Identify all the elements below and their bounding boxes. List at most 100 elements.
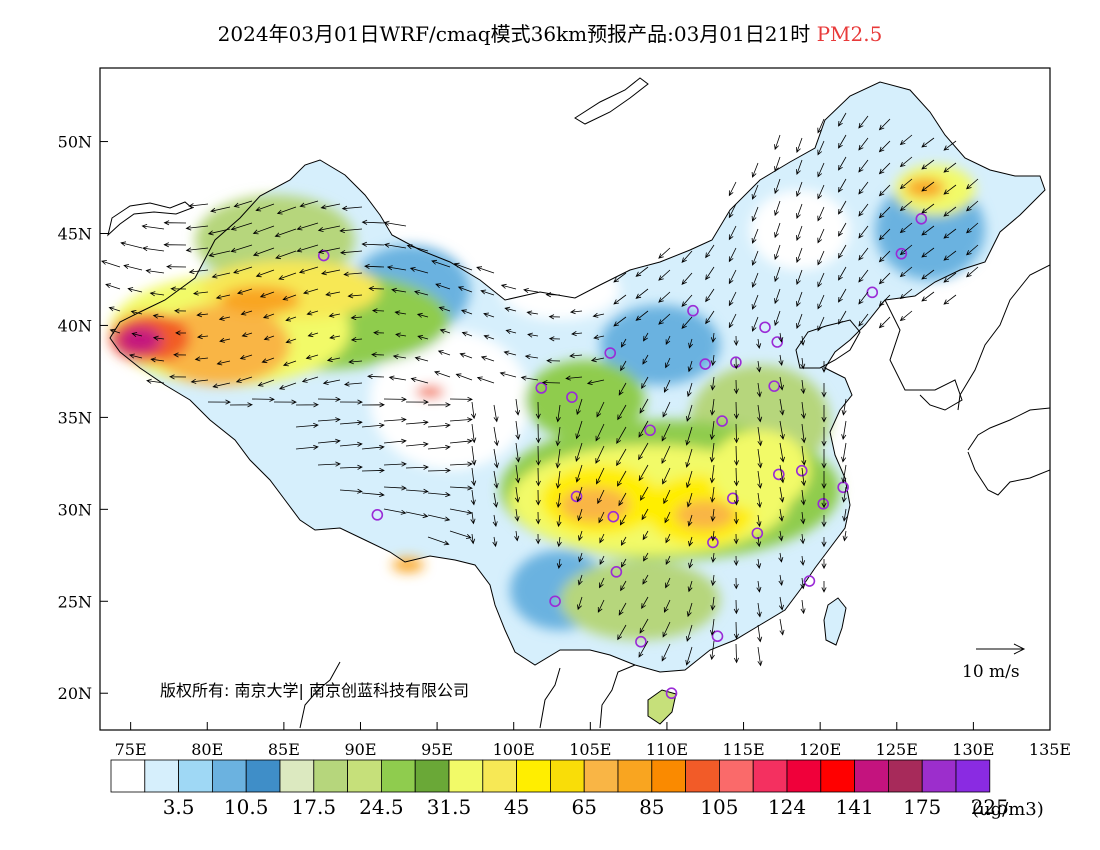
- wind-arrow: [471, 467, 477, 487]
- wind-arrow: [757, 448, 763, 469]
- wind-arrow: [252, 225, 275, 235]
- lat-tick-label: 35N: [58, 408, 92, 427]
- wind-arrow: [878, 140, 891, 153]
- wind-arrow: [383, 417, 407, 423]
- wind-arrow: [296, 244, 319, 253]
- wind-arrow: [639, 398, 649, 414]
- wind-arrow: [216, 360, 231, 366]
- wind-arrow: [317, 396, 341, 402]
- wind-arrow: [569, 353, 583, 359]
- wind-arrow: [524, 354, 539, 360]
- wind-arrow: [710, 354, 716, 367]
- wind-arrow: [658, 313, 671, 325]
- station-marker: [687, 304, 699, 317]
- wind-arrow: [796, 137, 803, 153]
- wind-arrow: [817, 250, 825, 266]
- wind-arrow: [642, 354, 649, 365]
- wind-arrow: [541, 380, 561, 386]
- map-area: 版权所有: 南京大学| 南京创蓝科技有限公司 10 m/s: [101, 77, 1050, 729]
- wind-arrow: [620, 360, 627, 372]
- wind-arrow: [453, 262, 473, 271]
- indochina-coast: [299, 661, 636, 729]
- colorbar-box: [245, 759, 281, 793]
- wind-arrow: [800, 401, 806, 420]
- wind-arrow: [817, 294, 825, 310]
- wind-arrow: [383, 485, 407, 491]
- wind-arrow: [127, 287, 143, 293]
- wind-arrow: [817, 316, 825, 332]
- wind-arrow: [301, 376, 319, 383]
- wind-arrow: [921, 159, 935, 170]
- station-marker: [604, 347, 617, 359]
- wind-arrow: [571, 331, 583, 337]
- wind-arrow: [388, 375, 407, 381]
- wind-arrow: [449, 530, 472, 539]
- wind-arrow: [710, 508, 716, 522]
- wind-arrow: [386, 265, 407, 271]
- wind-arrow: [339, 249, 363, 255]
- wind-arrow: [586, 379, 605, 385]
- wind-arrow: [317, 225, 341, 232]
- wind-arrow: [662, 467, 671, 485]
- wind-arrow: [483, 312, 495, 318]
- station-marker: [635, 635, 647, 648]
- wind-arrow: [838, 112, 847, 127]
- wind-arrow: [821, 581, 827, 593]
- wind-arrow: [943, 206, 957, 217]
- wind-arrow: [800, 489, 806, 506]
- hainan-island: [648, 690, 676, 724]
- wind-arrow: [620, 338, 627, 348]
- station-marker: [803, 575, 816, 587]
- wind-arrow: [800, 577, 806, 590]
- wind-arrow: [838, 244, 847, 259]
- wind-arrow: [535, 489, 541, 506]
- wind-arrow: [751, 316, 759, 332]
- wind-arrow: [427, 514, 451, 522]
- wind-arrow: [685, 448, 693, 468]
- wind-arrow: [821, 383, 827, 398]
- wind-arrow: [756, 514, 762, 528]
- wind-arrow: [383, 242, 407, 249]
- wind-arrow: [173, 308, 187, 314]
- wind-arrow: [728, 203, 737, 219]
- wind-arrow: [241, 332, 253, 338]
- wind-arrow: [838, 134, 847, 149]
- wind-arrow: [548, 314, 561, 320]
- wind-arrow: [476, 266, 495, 274]
- wind-arrow: [858, 291, 869, 305]
- wind-arrow: [665, 555, 671, 566]
- wind-arrow: [409, 267, 429, 274]
- wind-arrow: [619, 514, 627, 526]
- wind-arrow: [350, 315, 363, 321]
- lon-tick-label: 120E: [799, 740, 841, 759]
- wind-arrow: [405, 441, 429, 447]
- wind-arrow: [599, 555, 605, 566]
- wind-arrow: [774, 244, 781, 261]
- wind-arrow: [899, 222, 913, 234]
- wind-arrow: [274, 228, 297, 238]
- wind-arrow: [210, 206, 231, 213]
- wind-arrow: [320, 269, 341, 276]
- wind-arrow: [821, 537, 827, 548]
- colorbar-boxes: [110, 759, 991, 793]
- wind-arrow: [878, 118, 891, 131]
- lon-tick-label: 75E: [115, 740, 147, 759]
- wind-arrow: [371, 308, 385, 314]
- colorbar-label: 45: [504, 795, 529, 819]
- lon-tick-label: 100E: [493, 740, 535, 759]
- wind-arrow: [662, 401, 671, 418]
- wind-arrow: [295, 444, 319, 450]
- wind-arrow: [613, 294, 627, 305]
- station-marker: [711, 630, 724, 643]
- wind-arrow: [427, 492, 451, 498]
- wind-arrow: [262, 313, 275, 319]
- colorbar-label: 65: [571, 795, 596, 819]
- wind-arrow: [170, 286, 187, 292]
- wind-arrow: [555, 470, 561, 489]
- wind-arrow: [493, 404, 499, 423]
- wind-arrow: [278, 272, 297, 280]
- wind-arrow: [687, 360, 693, 373]
- wind-arrow: [899, 156, 913, 168]
- wind-arrow: [548, 336, 561, 342]
- lon-tick-label: 85E: [268, 740, 300, 759]
